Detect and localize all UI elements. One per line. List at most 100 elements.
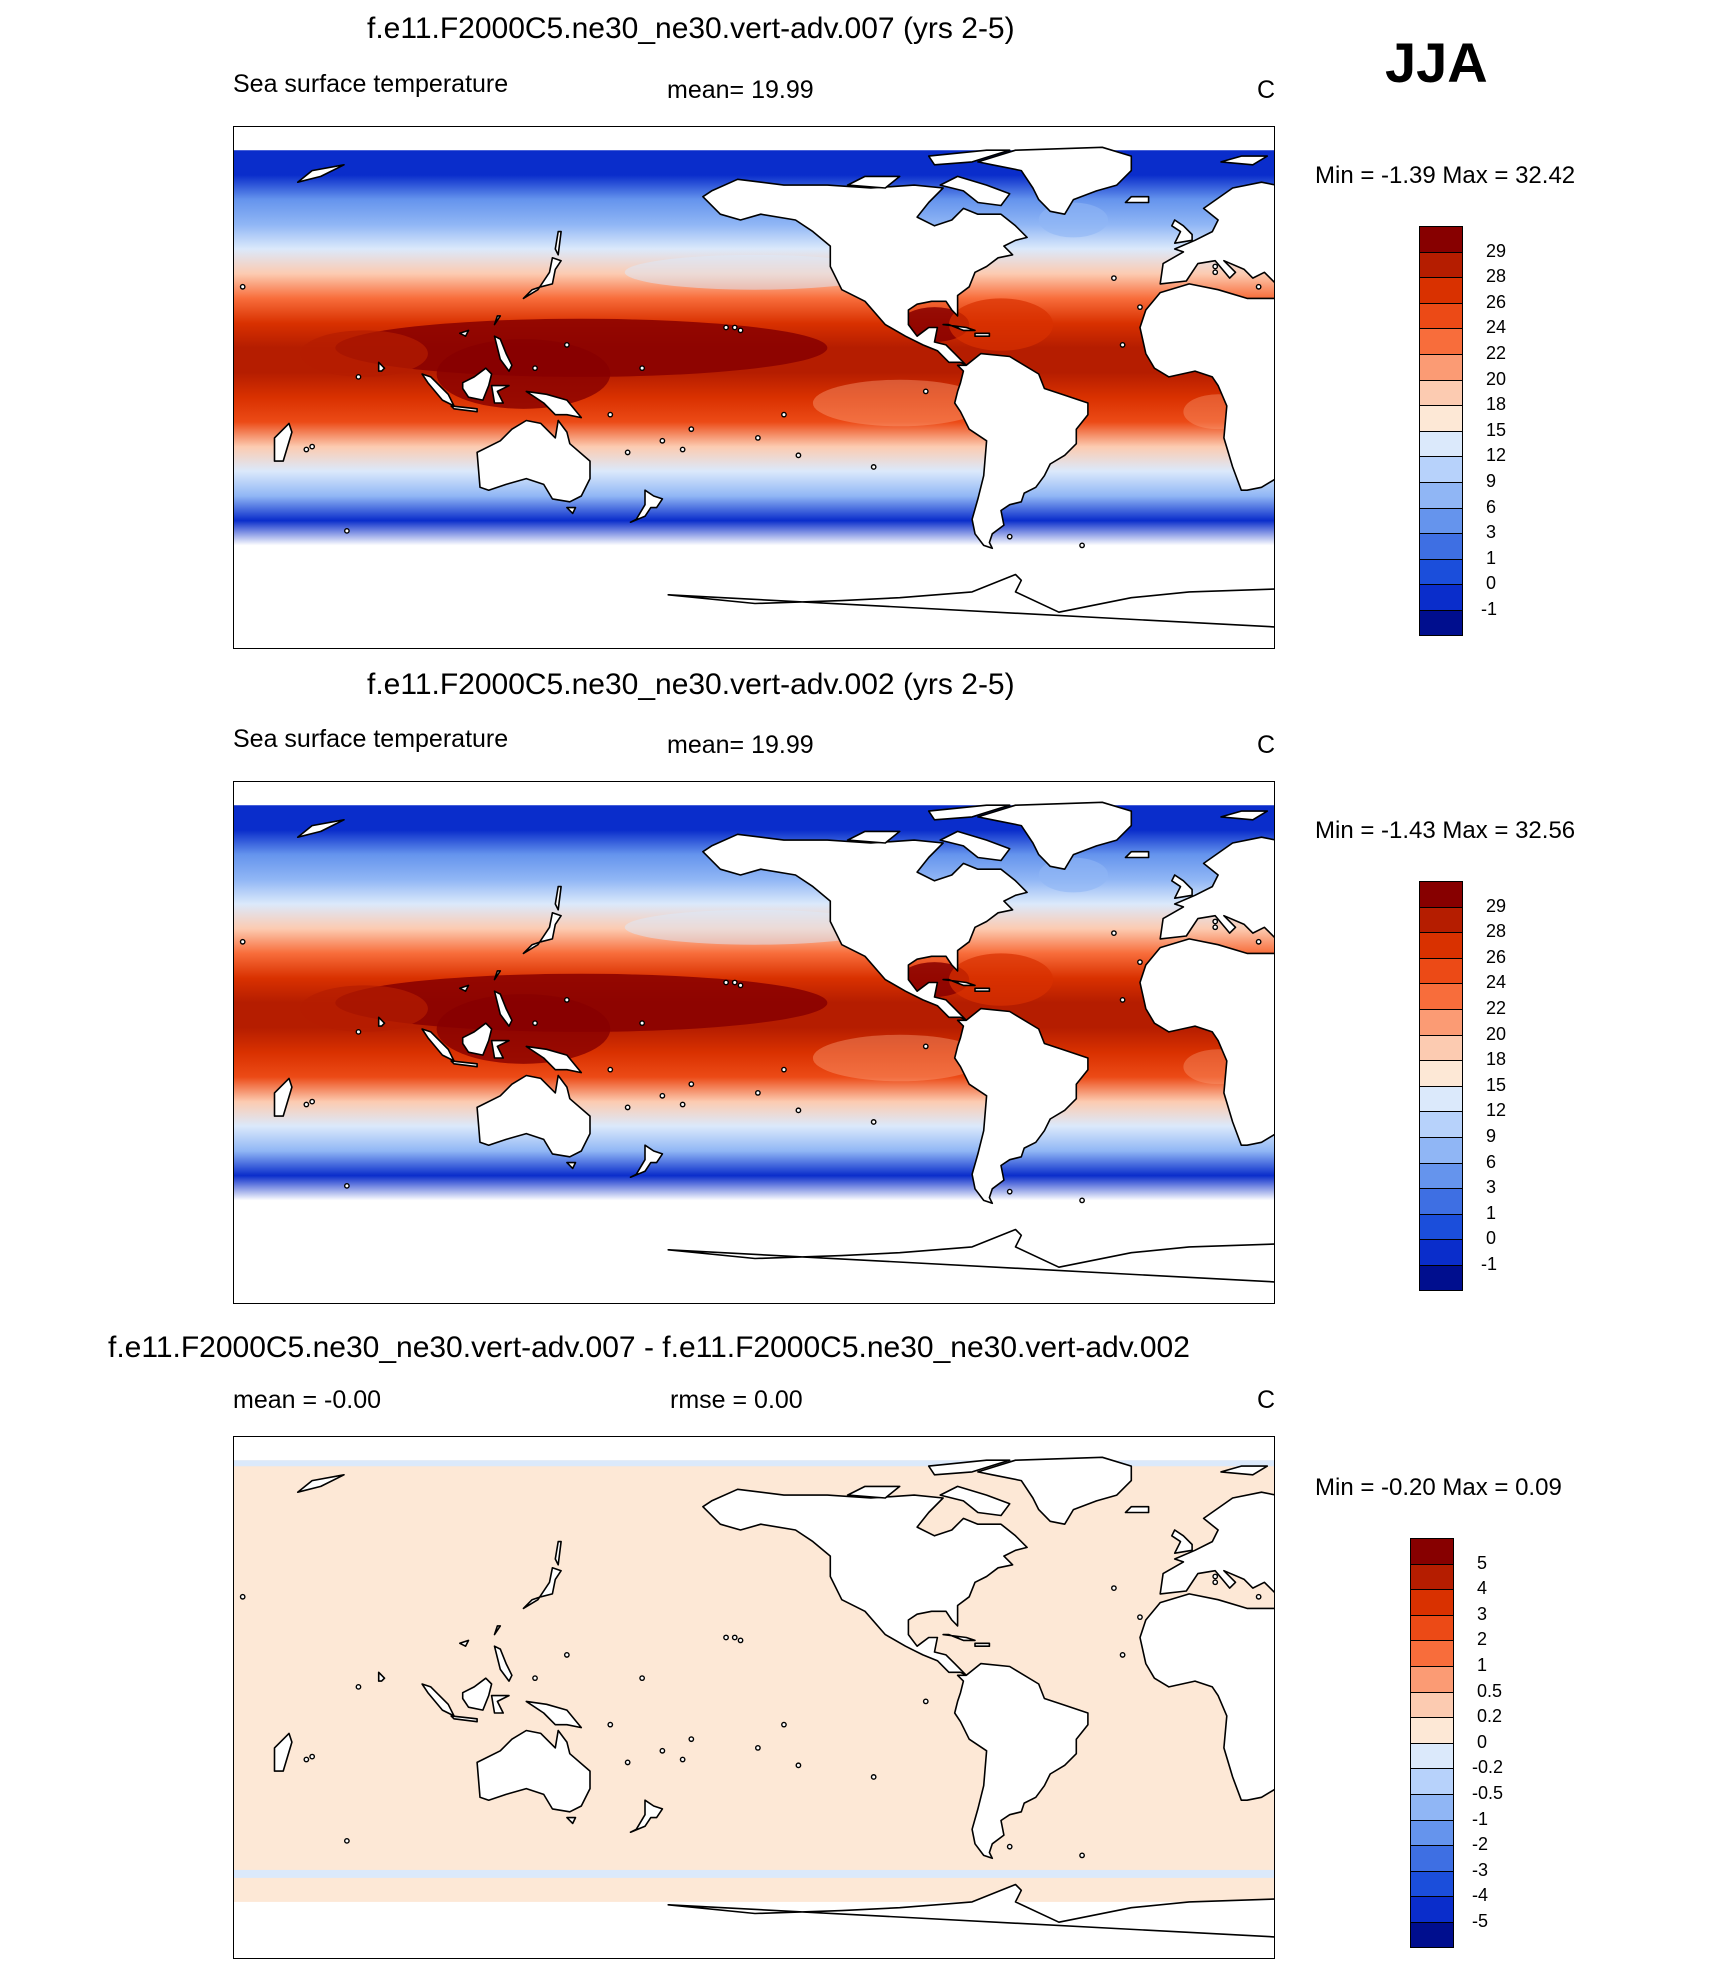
colorbar-label: 28 (1486, 921, 1507, 942)
land-japan (522, 257, 562, 300)
island (1111, 930, 1117, 936)
sst-feature (436, 339, 611, 409)
colorbar-label: 0 (1486, 573, 1497, 594)
island (870, 1774, 877, 1780)
land-ellesmere (927, 1459, 1011, 1476)
colorbar-box (1419, 1188, 1463, 1215)
colorbar-box (1419, 507, 1463, 534)
land-eurasia (1159, 836, 1274, 940)
colorbar-box (1419, 328, 1463, 355)
land-iceland (1124, 850, 1150, 859)
colorbar-label: 0 (1486, 1228, 1497, 1249)
island (1212, 269, 1219, 276)
colorbar-box (1419, 906, 1463, 933)
land-new-guinea (525, 1700, 583, 1729)
island (1137, 959, 1143, 966)
land-north-america (702, 833, 1028, 1022)
colorbar-label: 3 (1486, 522, 1497, 543)
land-africa (1139, 283, 1274, 491)
colorbar-box (1419, 1111, 1463, 1138)
land-java (450, 1715, 478, 1723)
island (922, 1698, 929, 1705)
island (1079, 542, 1085, 549)
land-sri-lanka (377, 361, 386, 372)
island (723, 1634, 729, 1641)
land-eurasia (1159, 181, 1274, 285)
colorbar-label: 15 (1486, 419, 1507, 440)
land-victoria-isl (846, 830, 901, 844)
island (607, 1721, 614, 1728)
colorbar-label: 3 (1486, 1177, 1497, 1198)
colorbar-label: -1 (1481, 1254, 1498, 1274)
land-south-america (953, 1662, 1089, 1860)
island (723, 324, 729, 331)
land-taiwan (493, 315, 502, 326)
land-iceland (1124, 1505, 1150, 1514)
island (688, 1736, 695, 1743)
island (754, 1744, 761, 1751)
colorbar-label: -0.5 (1472, 1783, 1504, 1803)
colorbar-box (1419, 1060, 1463, 1087)
land-antarctica (667, 1883, 1274, 1938)
colorbar-box (1410, 1794, 1454, 1821)
island (624, 1759, 631, 1766)
colorbar-box (1410, 1589, 1454, 1616)
colorbar-label: 24 (1486, 972, 1507, 993)
colorbar-box (1419, 226, 1463, 253)
island (343, 1182, 350, 1189)
island (870, 1119, 877, 1125)
colorbar-box (1410, 1563, 1454, 1590)
sst-feature (899, 307, 970, 343)
land-japan (522, 912, 562, 955)
land-new-zealand (629, 489, 664, 523)
land-svalbard (1220, 810, 1269, 821)
island (731, 979, 738, 986)
island (731, 1634, 738, 1641)
land-sakhalin (554, 885, 562, 911)
island (624, 449, 631, 456)
sst-feature (948, 953, 1054, 1006)
sst-feature (300, 985, 428, 1032)
land-taiwan (493, 1625, 502, 1636)
land-baffin (939, 830, 1011, 862)
land-australia (476, 1074, 591, 1158)
island (532, 1020, 538, 1027)
land-novaya-zemlya (296, 164, 345, 183)
colorbar-label: 3 (1477, 1603, 1488, 1624)
sst-feature (899, 962, 970, 998)
island (343, 527, 350, 534)
island (1119, 1652, 1126, 1658)
island (563, 342, 570, 348)
land-antarctica (667, 573, 1274, 628)
land-baffin (939, 175, 1011, 207)
island (303, 446, 310, 453)
island (1111, 1585, 1117, 1591)
island (737, 327, 744, 334)
land-hainan (459, 329, 470, 337)
land-new-zealand (629, 1799, 664, 1833)
land-north-america (702, 178, 1028, 367)
island (607, 1066, 614, 1073)
panel1-sst-map (233, 126, 1275, 649)
colorbar-label: 0 (1477, 1731, 1488, 1752)
island (355, 1683, 362, 1690)
colorbar-box (1419, 1162, 1463, 1189)
island (1006, 533, 1013, 540)
island (239, 938, 246, 945)
colorbar-box (1410, 1691, 1454, 1718)
island (1255, 938, 1262, 945)
panel3-title: f.e11.F2000C5.ne30_ne30.vert-adv.007 - f… (108, 1331, 1190, 1364)
island (1212, 1573, 1219, 1580)
island (1006, 1188, 1013, 1195)
colorbar-box (1419, 932, 1463, 959)
ocean-field (234, 1460, 1274, 1467)
colorbar-box (1410, 1666, 1454, 1693)
colorbar-label: 18 (1486, 1049, 1507, 1070)
panel2-minmax: Min = -1.43 Max = 32.56 (1315, 817, 1576, 844)
island (1212, 1579, 1219, 1586)
land-hainan (459, 984, 470, 992)
island (731, 324, 738, 331)
land-africa (1139, 938, 1274, 1146)
colorbar-label: 12 (1486, 445, 1507, 466)
island (239, 1593, 246, 1600)
